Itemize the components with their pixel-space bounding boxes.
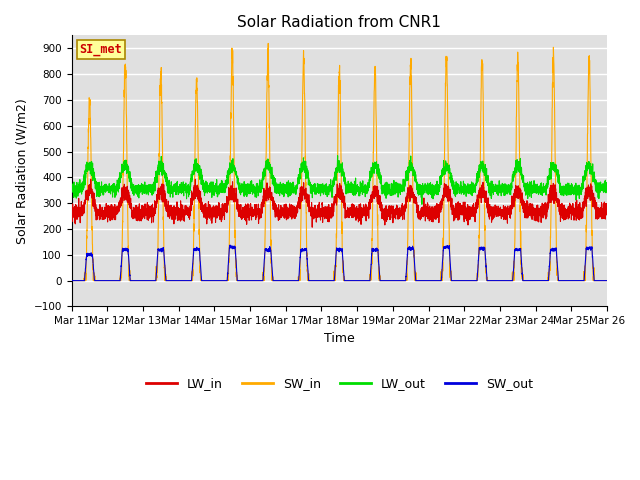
LW_out	[334, 153, 342, 158]
LW_out	[490, 181, 497, 187]
Text: SI_met: SI_met	[80, 43, 122, 56]
SW_in	[319, 278, 327, 284]
SW_in	[603, 278, 611, 284]
SW_out	[603, 278, 611, 284]
LW_in	[319, 208, 327, 214]
Line: SW_out: SW_out	[72, 245, 607, 281]
LW_out	[319, 188, 327, 193]
Y-axis label: Solar Radiation (W/m2): Solar Radiation (W/m2)	[15, 98, 28, 244]
SW_out	[319, 278, 327, 284]
LW_in	[603, 208, 611, 214]
X-axis label: Time: Time	[324, 332, 355, 345]
SW_in	[164, 278, 172, 284]
SW_out	[460, 278, 467, 284]
LW_in	[490, 213, 497, 219]
Title: Solar Radiation from CNR1: Solar Radiation from CNR1	[237, 15, 441, 30]
SW_in	[490, 278, 497, 284]
SW_in	[264, 40, 272, 46]
LW_out	[418, 202, 426, 207]
SW_out	[602, 278, 610, 284]
LW_in	[87, 176, 95, 182]
LW_in	[68, 213, 76, 218]
LW_in	[164, 205, 172, 211]
SW_out	[490, 278, 497, 284]
SW_in	[460, 278, 467, 284]
Line: LW_in: LW_in	[72, 179, 607, 227]
SW_out	[226, 242, 234, 248]
SW_in	[68, 278, 76, 284]
LW_out	[603, 180, 611, 185]
LW_out	[430, 183, 438, 189]
LW_out	[603, 186, 611, 192]
Legend: LW_in, SW_in, LW_out, SW_out: LW_in, SW_in, LW_out, SW_out	[141, 372, 538, 396]
Line: LW_out: LW_out	[72, 156, 607, 204]
LW_in	[430, 208, 438, 214]
SW_in	[602, 278, 610, 284]
SW_out	[429, 278, 437, 284]
LW_out	[164, 180, 172, 185]
SW_out	[164, 278, 172, 284]
LW_in	[603, 209, 611, 215]
LW_in	[308, 224, 316, 230]
LW_in	[460, 199, 467, 205]
SW_in	[429, 278, 437, 284]
Line: SW_in: SW_in	[72, 43, 607, 281]
LW_out	[460, 187, 467, 193]
SW_out	[68, 278, 76, 284]
LW_out	[68, 181, 76, 187]
